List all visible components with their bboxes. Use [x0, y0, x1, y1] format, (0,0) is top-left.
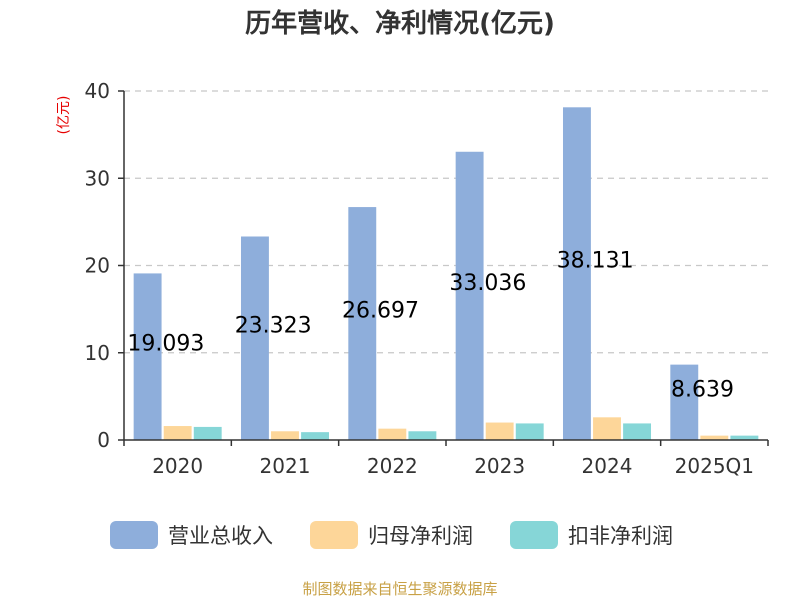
y-tick-label: 0 — [97, 428, 110, 452]
legend-label: 营业总收入 — [168, 524, 273, 548]
x-tick-label: 2025Q1 — [675, 454, 754, 478]
source-note: 制图数据来自恒生聚源数据库 — [302, 580, 497, 598]
x-tick-label: 2022 — [367, 454, 418, 478]
y-tick-label: 10 — [85, 341, 110, 365]
bar-revenue[interactable] — [670, 364, 699, 440]
legend-label: 归母净利润 — [368, 524, 473, 548]
x-tick-label: 2023 — [474, 454, 525, 478]
bar-deducted-net-profit[interactable] — [193, 426, 222, 440]
legend-swatch — [310, 521, 358, 549]
bar-net-profit[interactable] — [378, 428, 407, 440]
data-label: 33.036 — [449, 271, 526, 296]
bar-net-profit[interactable] — [700, 435, 729, 440]
grid-lines — [124, 90, 768, 354]
bar-revenue[interactable] — [240, 236, 269, 440]
axes: 0 10 20 30 40 2020 2021 2022 2023 2024 2025Q1 — [85, 79, 769, 478]
data-label: 38.131 — [557, 249, 634, 274]
legend-item[interactable]: 归母净利润 — [310, 521, 473, 549]
y-axis-label: (亿元) — [56, 96, 72, 135]
data-label: 8.639 — [671, 377, 734, 402]
legend-label: 扣非净利润 — [568, 524, 673, 548]
y-tick-label: 20 — [85, 254, 110, 278]
x-tick-label: 2021 — [260, 454, 311, 478]
bar-net-profit[interactable] — [593, 417, 621, 440]
data-label: 26.697 — [342, 299, 419, 324]
bar-net-profit[interactable] — [485, 422, 514, 440]
bar-deducted-net-profit[interactable] — [515, 423, 544, 440]
legend-swatch — [110, 521, 158, 549]
legend-swatch — [510, 521, 558, 549]
bar-revenue[interactable] — [133, 273, 162, 440]
bar-deducted-net-profit[interactable] — [408, 431, 437, 440]
bar-net-profit[interactable] — [163, 426, 192, 440]
legend[interactable]: 营业总收入 归母净利润 扣非净利润 — [110, 521, 673, 549]
bar-deducted-net-profit[interactable] — [623, 423, 652, 440]
data-label: 23.323 — [235, 313, 312, 338]
legend-item[interactable]: 扣非净利润 — [510, 521, 673, 549]
bar-deducted-net-profit[interactable] — [301, 432, 330, 440]
bars — [133, 107, 759, 441]
bar-deducted-net-profit[interactable] — [730, 435, 759, 440]
data-labels: 19.093 23.323 26.697 33.036 38.131 8.639 — [127, 249, 734, 403]
bar-revenue[interactable] — [455, 151, 484, 440]
bar-revenue[interactable] — [348, 207, 377, 440]
x-tick-label: 2024 — [582, 454, 633, 478]
chart-title: 历年营收、净利情况(亿元) — [245, 8, 555, 39]
y-tick-label: 30 — [85, 166, 110, 190]
x-tick-label: 2020 — [152, 454, 203, 478]
legend-item[interactable]: 营业总收入 — [110, 521, 273, 549]
bar-revenue[interactable] — [562, 107, 591, 441]
data-label: 19.093 — [127, 332, 204, 357]
y-tick-label: 40 — [85, 79, 110, 103]
bar-net-profit[interactable] — [271, 431, 299, 440]
